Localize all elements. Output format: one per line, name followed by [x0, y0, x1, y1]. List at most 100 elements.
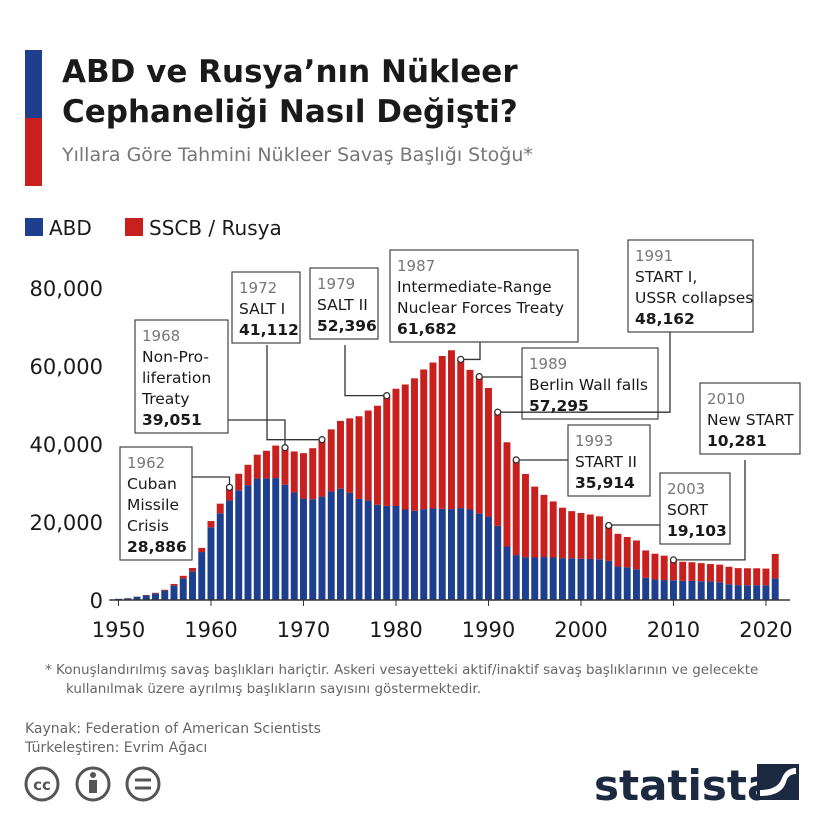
bar	[577, 558, 585, 600]
bar	[189, 567, 196, 572]
bar	[706, 564, 714, 582]
annotation-year: 1972	[239, 279, 277, 297]
bar	[448, 509, 455, 600]
bar	[688, 580, 696, 600]
bar	[494, 525, 502, 600]
bar	[152, 592, 159, 594]
annotation-box	[627, 239, 754, 333]
bar	[337, 488, 344, 600]
bar	[207, 527, 215, 600]
bar	[272, 478, 280, 600]
annotation-box	[659, 472, 731, 545]
bar	[327, 429, 335, 492]
title-accent	[25, 118, 42, 186]
bar	[568, 511, 576, 559]
bar	[743, 568, 751, 586]
x-tick-label: 1960	[184, 618, 237, 642]
annotation-dot	[605, 521, 613, 530]
annotation-label: Intermediate-Range	[397, 278, 552, 296]
brand: statista	[594, 761, 775, 810]
bar	[485, 516, 492, 600]
annotation-box	[134, 319, 229, 434]
annotation-connector	[497, 330, 671, 413]
y-tick-label: 20,000	[30, 511, 103, 535]
title-accent	[25, 50, 42, 118]
bar	[568, 558, 576, 600]
title: ABD ve Rusya’nın Nükleer	[62, 54, 518, 90]
bar	[253, 478, 261, 600]
bar	[586, 558, 594, 600]
bar	[244, 485, 252, 600]
legend-swatch	[125, 218, 143, 236]
legend-swatch	[25, 218, 43, 236]
annotation-label: Treaty	[141, 390, 190, 408]
bar	[364, 410, 372, 501]
bar	[614, 533, 622, 567]
bar	[207, 521, 215, 528]
annotation-connector	[344, 345, 387, 397]
annotation-box	[699, 382, 801, 455]
x-tick-label: 1970	[277, 618, 330, 642]
bar	[494, 412, 502, 526]
bar	[540, 494, 548, 558]
bar	[337, 420, 344, 489]
bar	[753, 585, 761, 600]
bar	[660, 580, 668, 600]
annotation-connector	[192, 476, 231, 488]
annotation-year: 1989	[529, 355, 567, 373]
y-tick-label: 60,000	[30, 355, 103, 379]
bar	[716, 564, 724, 583]
bar	[734, 585, 742, 600]
annotation-connector	[460, 335, 481, 361]
bar	[614, 566, 622, 600]
bar	[161, 589, 169, 591]
annotation-box	[231, 271, 301, 344]
bar	[642, 577, 650, 600]
bar	[475, 376, 483, 514]
annotation-year: 1979	[317, 275, 355, 293]
bar	[198, 547, 206, 553]
annotation-label: SALT I	[239, 300, 285, 318]
annotation-label: USSR collapses	[635, 289, 753, 307]
bar	[318, 496, 326, 600]
bar	[475, 513, 483, 600]
bar	[198, 552, 206, 600]
license-icons	[24, 766, 161, 802]
bar	[438, 355, 446, 509]
annotation-dot	[669, 556, 678, 564]
bar	[448, 350, 455, 510]
annotation-box	[521, 347, 659, 420]
bar	[392, 505, 400, 600]
annotation-year: 1987	[397, 257, 435, 275]
bar	[179, 575, 187, 579]
annotation-total: 61,682	[397, 320, 457, 338]
bar	[558, 558, 566, 600]
x-tick-label: 1950	[92, 618, 145, 642]
bar	[309, 499, 317, 600]
bar	[623, 567, 631, 600]
bar	[216, 503, 224, 514]
x-tick-label: 2020	[739, 618, 792, 642]
annotation-box	[119, 446, 193, 561]
bar	[632, 540, 640, 570]
bar	[457, 508, 465, 600]
bar	[263, 450, 270, 479]
bar	[401, 384, 409, 510]
brand-icon	[757, 764, 799, 800]
bar	[697, 563, 705, 582]
annotation-label: START I,	[635, 268, 697, 286]
bar	[179, 578, 187, 600]
bar	[235, 490, 243, 600]
bar	[170, 585, 178, 600]
bar	[429, 362, 437, 509]
annotation-label: Cuban	[127, 475, 177, 493]
annotation-connector	[266, 345, 322, 441]
bar	[669, 559, 677, 581]
bar	[401, 509, 409, 600]
bar	[660, 555, 668, 581]
x-tick-label: 2000	[554, 618, 607, 642]
bar	[725, 584, 733, 600]
y-tick-label: 40,000	[30, 433, 103, 457]
annotation-box	[309, 267, 379, 340]
annotation-label: Berlin Wall falls	[529, 376, 648, 394]
